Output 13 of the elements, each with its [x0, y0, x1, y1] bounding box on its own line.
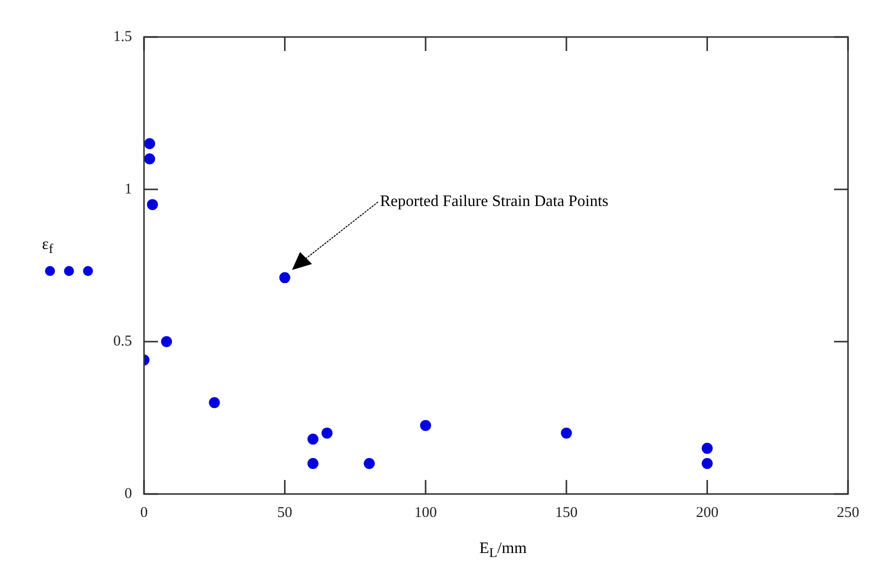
- x-tick-label: 150: [555, 504, 578, 521]
- y-tick-label: 0: [124, 486, 132, 502]
- y-tick-label: 1: [124, 181, 132, 198]
- x-tick-label: 250: [836, 504, 860, 521]
- annotation: Reported Failure Strain Data Points: [380, 193, 608, 211]
- y-tick-label: 0.5: [113, 334, 132, 350]
- x-tick-label: 200: [696, 504, 718, 521]
- y-tick-label: 1.5: [113, 28, 132, 45]
- x-tick-label: 0: [140, 504, 148, 521]
- x-tick-label: 50: [277, 504, 292, 521]
- x-axis-title: E$_{L}$/mm: [478, 540, 528, 562]
- x-tick-label: 100: [414, 504, 437, 521]
- y-axis-title: ε$_{f}$: [42, 236, 54, 258]
